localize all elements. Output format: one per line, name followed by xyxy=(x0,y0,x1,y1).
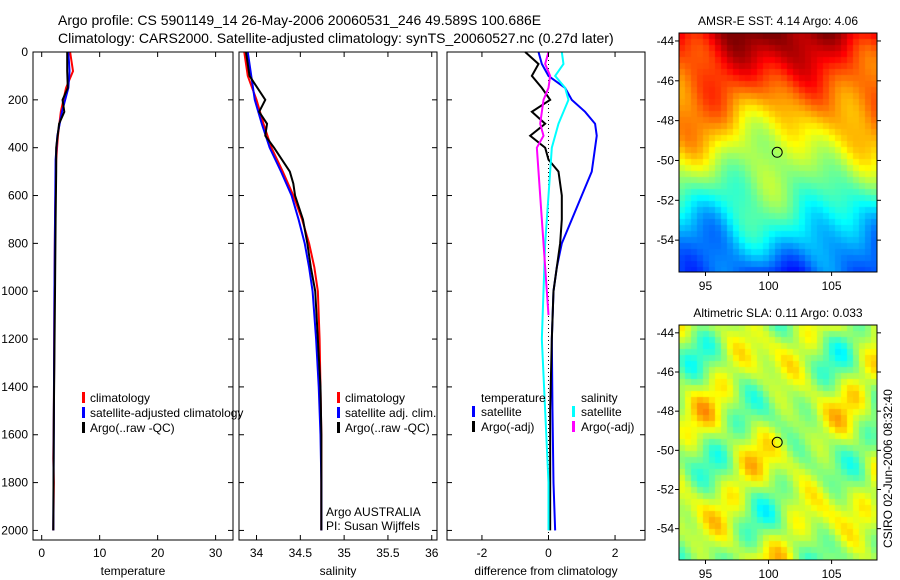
lat-tick-label: -52 xyxy=(657,193,675,207)
lat-tick-label: -46 xyxy=(657,74,675,88)
legend-label: Argo(-adj) xyxy=(581,420,634,434)
owner-annotation: PI: Susan Wijffels xyxy=(326,519,420,533)
map-frame xyxy=(678,324,878,561)
lat-tick-label: -48 xyxy=(657,114,675,128)
sla-map-panel: Altimetric SLA: 0.11 Argo: 0.033 95 100 105… xyxy=(657,306,881,580)
y-tick-label: 200 xyxy=(8,93,28,107)
lat-tick-label: -54 xyxy=(657,233,675,247)
y-tick-label: 2000 xyxy=(1,523,28,537)
salinity-panel: 34 34.5 35 35.5 36 salinity climatologysatelli… xyxy=(238,51,439,578)
x-tick-label: 20 xyxy=(151,546,165,560)
lon-tick-label: 95 xyxy=(699,567,713,580)
x-tick-label: 34.5 xyxy=(289,546,313,560)
x-tick-label: 35 xyxy=(337,546,351,560)
lon-tick-label: 105 xyxy=(822,279,842,293)
legend-swatch xyxy=(472,406,475,417)
sst-map-image xyxy=(679,33,877,272)
x-axis-label: difference from climatology xyxy=(474,564,617,578)
legend-swatch xyxy=(82,392,85,403)
series-line-temperature-argo-adj- xyxy=(524,51,563,531)
legend-swatch xyxy=(337,392,340,403)
x-tick-label: 0 xyxy=(38,546,45,560)
figure-title-line1: Argo profile: CS 5901149_14 26-May-2006 … xyxy=(58,12,542,28)
legend-swatch xyxy=(572,406,575,417)
lat-tick-label: -54 xyxy=(657,522,675,536)
x-tick-label: 36 xyxy=(425,546,439,560)
series-line-salinity-satellite xyxy=(540,51,570,531)
y-tick-label: 1800 xyxy=(1,476,28,490)
legend-label: Argo(..raw -QC) xyxy=(90,421,175,435)
x-tick-label: 0 xyxy=(545,546,552,560)
lat-tick-label: -52 xyxy=(657,483,675,497)
sst-map-panel: AMSR-E SST: 4.14 Argo: 4.06 95 100 105 -44 -4… xyxy=(657,14,881,293)
legend-swatch xyxy=(572,421,575,432)
legend-label: Argo(..raw -QC) xyxy=(345,421,430,435)
x-tick-label: 10 xyxy=(93,546,107,560)
legend-label: satellite-adjusted climatology xyxy=(90,406,243,420)
y-tick-label: 1000 xyxy=(1,284,28,298)
lat-tick-label: -50 xyxy=(657,153,675,167)
lat-tick-label: -44 xyxy=(657,326,675,340)
y-tick-label: 600 xyxy=(8,189,28,203)
x-tick-label: 35.5 xyxy=(376,546,400,560)
sla-map-image xyxy=(679,325,877,560)
x-tick-label: -2 xyxy=(477,546,488,560)
x-axis-label: temperature xyxy=(101,564,166,578)
lon-tick-label: 105 xyxy=(822,567,842,580)
x-tick-label: 30 xyxy=(209,546,223,560)
temperature-panel: 0 10 20 30 0 200 400 600 800 1000 1200 1400 1600 1800… xyxy=(1,45,243,578)
legend-swatch xyxy=(472,421,475,432)
legend-label: climatology xyxy=(90,391,150,405)
y-tick-label: 400 xyxy=(8,141,28,155)
series-line-salinity-argo-adj- xyxy=(535,51,552,316)
legend-label: satellite adj. clim. xyxy=(345,406,436,420)
legend-swatch xyxy=(337,422,340,433)
series-line-argo-raw-qc- xyxy=(52,52,69,531)
owner-annotation: Argo AUSTRALIA xyxy=(326,505,421,519)
lat-tick-label: -44 xyxy=(657,34,675,48)
axes-frame xyxy=(238,51,438,541)
legend-swatch xyxy=(337,407,340,418)
series-line-argo-raw-qc- xyxy=(245,51,323,531)
legend-swatch xyxy=(82,407,85,418)
legend-swatch xyxy=(82,422,85,433)
x-tick-label: 2 xyxy=(612,546,619,560)
legend-label: climatology xyxy=(345,391,405,405)
lat-tick-label: -50 xyxy=(657,443,675,457)
axes-frame xyxy=(446,51,646,541)
legend-label: Argo(-adj) xyxy=(481,420,534,434)
map-frame xyxy=(678,32,878,273)
y-tick-label: 1200 xyxy=(1,332,28,346)
lon-tick-label: 100 xyxy=(759,567,779,580)
legend-label: satellite xyxy=(481,405,522,419)
lat-tick-label: -48 xyxy=(657,404,675,418)
legend-title-salinity: salinity xyxy=(581,391,618,405)
y-tick-label: 1400 xyxy=(1,380,28,394)
figure-title-line2: Climatology: CARS2000. Satellite-adjuste… xyxy=(58,30,614,46)
sst-map-title: AMSR-E SST: 4.14 Argo: 4.06 xyxy=(698,14,858,28)
y-tick-label: 1600 xyxy=(1,428,28,442)
csiro-timestamp: CSIRO 02-Jun-2006 08:32:40 xyxy=(881,389,895,548)
legend-label: satellite xyxy=(581,405,622,419)
difference-panel: -2 0 2 difference from climatology temperatu… xyxy=(446,51,646,578)
argo-location-marker xyxy=(771,146,783,158)
lat-tick-label: -46 xyxy=(657,365,675,379)
x-axis-label: salinity xyxy=(320,564,357,578)
lon-tick-label: 100 xyxy=(759,279,779,293)
lon-tick-label: 95 xyxy=(699,279,713,293)
y-tick-label: 0 xyxy=(21,45,28,59)
y-tick-label: 800 xyxy=(8,236,28,250)
argo-location-marker xyxy=(771,436,783,448)
sla-map-title: Altimetric SLA: 0.11 Argo: 0.033 xyxy=(693,306,863,320)
x-tick-label: 34 xyxy=(250,546,264,560)
legend-title-temperature: temperature xyxy=(481,391,546,405)
axes-frame xyxy=(32,51,234,541)
